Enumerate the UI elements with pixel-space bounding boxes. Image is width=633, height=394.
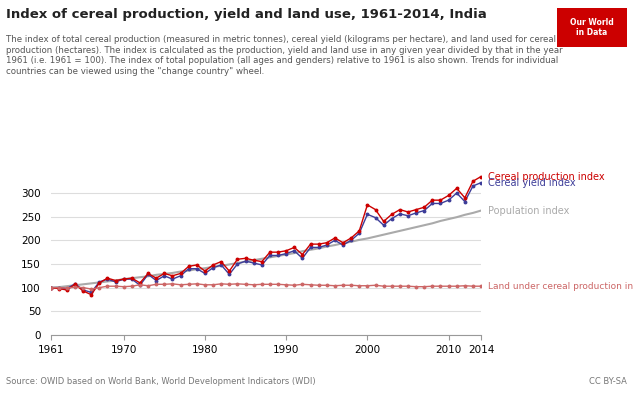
Text: The index of total cereal production (measured in metric tonnes), cereal yield (: The index of total cereal production (me… (6, 35, 563, 76)
Text: Population index: Population index (488, 206, 570, 216)
Text: Index of cereal production, yield and land use, 1961-2014, India: Index of cereal production, yield and la… (6, 8, 487, 21)
Text: Cereal production index: Cereal production index (488, 171, 605, 182)
Text: Cereal yield index: Cereal yield index (488, 178, 575, 188)
Text: Land under cereal production index: Land under cereal production index (488, 282, 633, 291)
Text: Our World
in Data: Our World in Data (570, 18, 614, 37)
Text: Source: OWID based on World Bank, World Development Indicators (WDI): Source: OWID based on World Bank, World … (6, 377, 316, 386)
Text: CC BY-SA: CC BY-SA (589, 377, 627, 386)
